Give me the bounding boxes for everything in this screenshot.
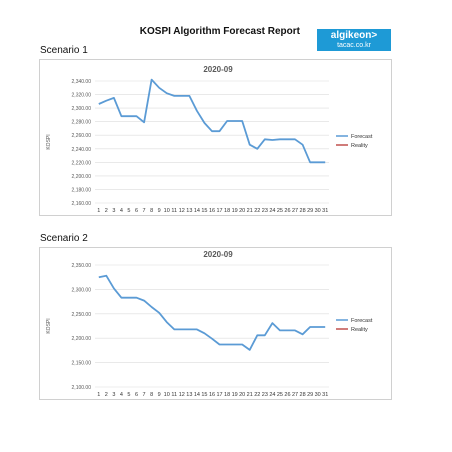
y-tick-label: 2,200.00 <box>72 336 92 342</box>
y-tick-label: 2,340.00 <box>72 79 92 85</box>
x-tick-label: 7 <box>143 208 146 214</box>
x-tick-label: 18 <box>224 392 230 398</box>
x-tick-label: 8 <box>150 392 153 398</box>
x-tick-label: 15 <box>201 208 207 214</box>
x-tick-label: 9 <box>158 208 161 214</box>
x-tick-label: 23 <box>262 392 268 398</box>
y-tick-label: 2,150.00 <box>72 361 92 367</box>
x-tick-label: 24 <box>269 208 275 214</box>
x-tick-label: 11 <box>171 208 177 214</box>
x-tick-label: 5 <box>127 208 130 214</box>
logo-brand-text: algikeon> <box>330 30 378 41</box>
x-tick-label: 25 <box>277 392 283 398</box>
x-tick-label: 25 <box>277 208 283 214</box>
x-tick-label: 3 <box>112 208 115 214</box>
y-tick-label: 2,160.00 <box>72 201 92 207</box>
x-tick-label: 16 <box>209 392 215 398</box>
x-tick-label: 4 <box>120 392 123 398</box>
x-tick-label: 28 <box>300 392 306 398</box>
y-tick-label: 2,300.00 <box>72 287 92 293</box>
x-tick-label: 24 <box>269 392 275 398</box>
y-axis-label: KOSPI <box>46 318 52 333</box>
x-tick-label: 18 <box>224 208 230 214</box>
x-tick-label: 22 <box>254 392 260 398</box>
x-tick-label: 4 <box>120 208 123 214</box>
x-tick-label: 6 <box>135 392 138 398</box>
y-tick-label: 2,320.00 <box>72 93 92 99</box>
y-axis-label: KOSPI <box>46 134 52 149</box>
x-tick-label: 22 <box>254 208 260 214</box>
y-tick-label: 2,220.00 <box>72 160 92 166</box>
y-tick-label: 2,280.00 <box>72 120 92 126</box>
legend-label-reality: Reality <box>351 327 368 333</box>
y-tick-label: 2,240.00 <box>72 147 92 153</box>
x-tick-label: 31 <box>322 392 328 398</box>
x-tick-label: 6 <box>135 208 138 214</box>
x-tick-label: 11 <box>171 392 177 398</box>
y-tick-label: 2,100.00 <box>72 385 92 391</box>
x-tick-label: 12 <box>179 208 185 214</box>
legend-label-forecast: Forecast <box>351 318 373 324</box>
forecast-series-line <box>98 274 326 351</box>
x-tick-label: 8 <box>150 208 153 214</box>
report-title: KOSPI Algorithm Forecast Report <box>139 26 300 37</box>
x-tick-label: 30 <box>315 208 321 214</box>
x-tick-label: 14 <box>194 392 200 398</box>
y-tick-label: 2,300.00 <box>72 106 92 112</box>
legend-label-reality: Reality <box>351 143 368 149</box>
x-tick-label: 17 <box>216 392 222 398</box>
x-tick-label: 1 <box>97 208 100 214</box>
scenario-1-label: Scenario 1 <box>40 45 88 56</box>
x-tick-label: 15 <box>201 392 207 398</box>
x-tick-label: 10 <box>164 208 170 214</box>
x-tick-label: 19 <box>232 392 238 398</box>
x-tick-label: 10 <box>164 392 170 398</box>
chart-title: 2020-09 <box>203 250 233 259</box>
x-tick-label: 13 <box>186 208 192 214</box>
x-tick-label: 31 <box>322 208 328 214</box>
x-tick-label: 29 <box>307 392 313 398</box>
scenario-1-chart: 2020-09 2,160.00 2,180.00 2,200.00 2,220.00 2… <box>39 59 392 216</box>
x-tick-label: 21 <box>247 392 253 398</box>
x-tick-label: 21 <box>247 208 253 214</box>
x-tick-label: 12 <box>179 392 185 398</box>
scenario-2-label: Scenario 2 <box>40 233 88 244</box>
y-tick-label: 2,350.00 <box>72 263 92 269</box>
x-tick-label: 19 <box>232 208 238 214</box>
y-tick-label: 2,200.00 <box>72 174 92 180</box>
y-tick-label: 2,180.00 <box>72 187 92 193</box>
x-tick-label: 3 <box>112 392 115 398</box>
x-tick-label: 20 <box>239 392 245 398</box>
scenario-1-chart-svg: 2020-09 2,160.00 2,180.00 2,200.00 2,220.00 2… <box>46 65 373 214</box>
x-tick-label: 5 <box>127 392 130 398</box>
scenario-2-chart-svg: 2020-09 2,100.00 2,150.00 2,200.00 2,250.00 2… <box>46 250 373 398</box>
y-tick-label: 2,260.00 <box>72 133 92 139</box>
x-tick-label: 28 <box>300 208 306 214</box>
x-tick-label: 27 <box>292 392 298 398</box>
x-tick-label: 27 <box>292 208 298 214</box>
x-tick-label: 20 <box>239 208 245 214</box>
x-tick-label: 9 <box>158 392 161 398</box>
x-tick-label: 26 <box>284 392 290 398</box>
brand-logo[interactable]: algikeon> tacac.co.kr <box>317 29 391 51</box>
logo-site-text: tacac.co.kr <box>337 42 371 49</box>
x-tick-label: 29 <box>307 208 313 214</box>
x-tick-label: 23 <box>262 208 268 214</box>
x-tick-label: 2 <box>105 392 108 398</box>
scenario-2-chart: 2020-09 2,100.00 2,150.00 2,200.00 2,250.00 2… <box>39 247 392 400</box>
x-tick-label: 2 <box>105 208 108 214</box>
x-tick-label: 26 <box>284 208 290 214</box>
forecast-series-line <box>98 78 326 164</box>
y-tick-label: 2,250.00 <box>72 312 92 318</box>
chart-title: 2020-09 <box>203 65 233 74</box>
x-tick-label: 13 <box>186 392 192 398</box>
legend-label-forecast: Forecast <box>351 134 373 140</box>
x-tick-label: 30 <box>315 392 321 398</box>
x-tick-label: 16 <box>209 208 215 214</box>
x-tick-label: 7 <box>143 392 146 398</box>
x-tick-label: 1 <box>97 392 100 398</box>
x-tick-label: 14 <box>194 208 200 214</box>
x-tick-label: 17 <box>216 208 222 214</box>
